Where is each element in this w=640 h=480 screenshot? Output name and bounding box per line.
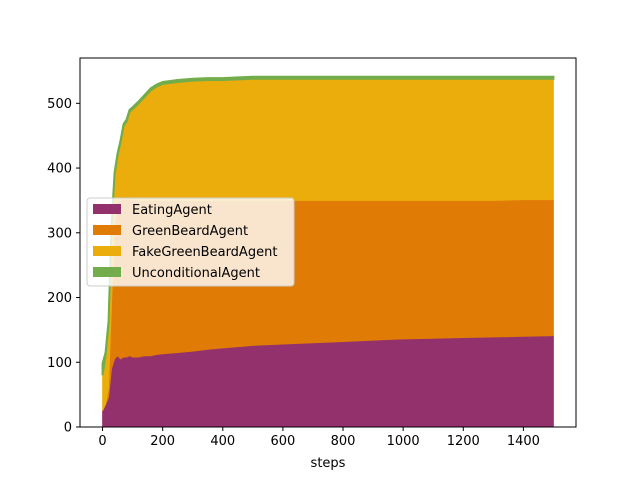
x-axis-label: steps [311, 456, 346, 471]
y-tick-label: 300 [47, 226, 72, 241]
y-tick-label: 500 [47, 97, 72, 112]
x-tick-label: 400 [210, 434, 235, 449]
legend-label: FakeGreenBeardAgent [132, 245, 277, 260]
y-tick-label: 0 [64, 421, 72, 436]
x-tick-label: 600 [270, 434, 295, 449]
legend-swatch [93, 267, 121, 277]
legend: EatingAgent GreenBeardAgent FakeGreenBeard… [86, 197, 295, 287]
legend-label: GreenBeardAgent [132, 224, 248, 239]
x-axis-ticks: 0 200 400 600 800 1000 1200 1400 [98, 427, 540, 449]
y-tick-label: 100 [47, 356, 72, 371]
legend-swatch [93, 204, 121, 214]
area-unconditionalagent [101, 75, 555, 376]
x-tick-label: 1400 [507, 434, 540, 449]
x-tick-label: 1200 [447, 434, 480, 449]
legend-swatch [93, 246, 121, 256]
legend-box [86, 197, 295, 287]
x-tick-label: 0 [98, 434, 106, 449]
x-tick-label: 1000 [387, 434, 420, 449]
y-axis-ticks: 0 100 200 300 400 500 [47, 97, 80, 436]
legend-label: EatingAgent [132, 203, 212, 218]
x-tick-label: 800 [331, 434, 356, 449]
legend-swatch [93, 225, 121, 235]
y-tick-label: 200 [47, 291, 72, 306]
plot-frame [79, 57, 577, 428]
legend-label: UnconditionalAgent [132, 266, 260, 281]
y-tick-label: 400 [47, 162, 72, 177]
x-tick-label: 200 [150, 434, 175, 449]
